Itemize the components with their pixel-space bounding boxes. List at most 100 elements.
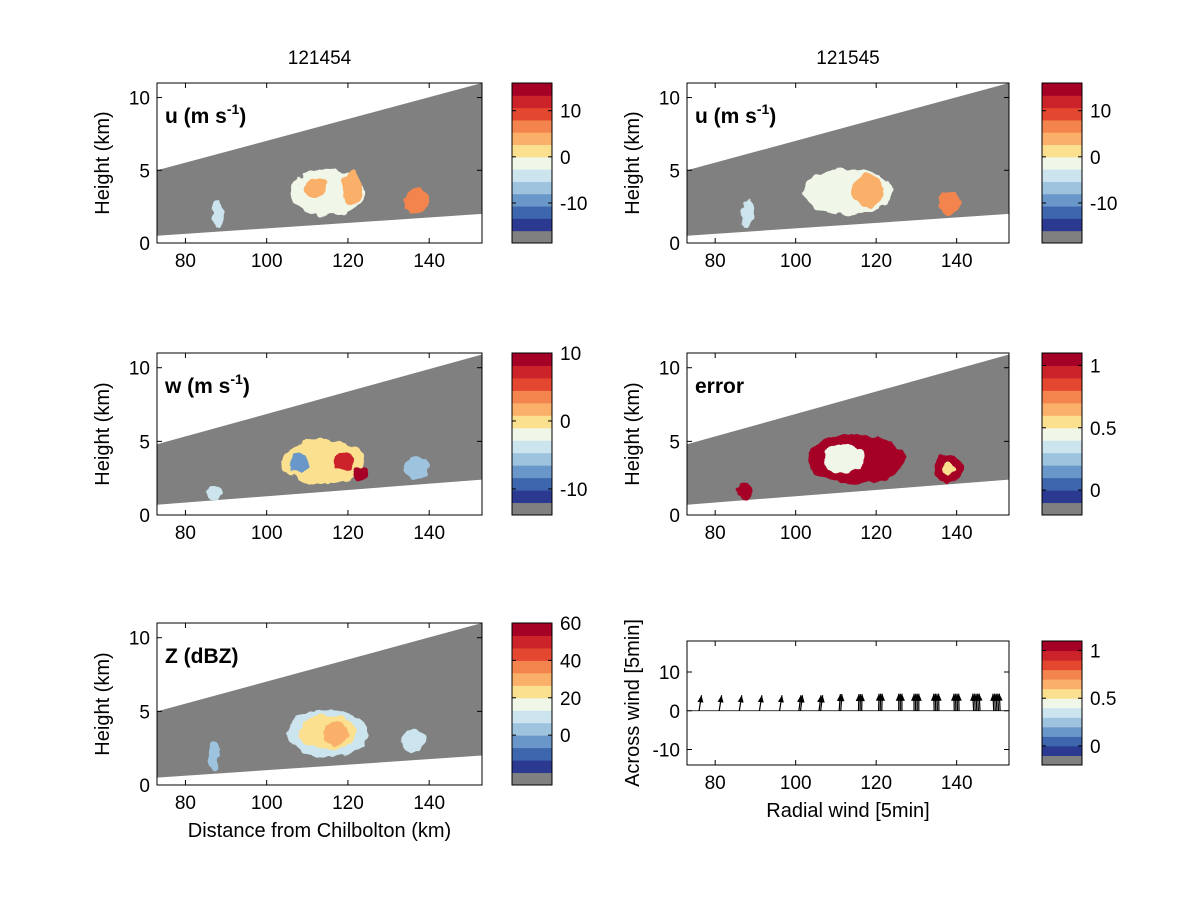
x-tick-label: 120 (332, 793, 364, 814)
colorbar: 10.50 (1041, 352, 1116, 516)
plot-area (157, 354, 482, 505)
colorbar-segment (1042, 415, 1082, 429)
echo-0 (741, 199, 754, 229)
y-tick-label: 10 (659, 663, 680, 684)
colorbar-segment (1042, 726, 1082, 737)
colorbar-segment (512, 672, 552, 686)
colorbar-segment (512, 107, 552, 121)
colorbar-tick-label: -10 (560, 480, 587, 501)
colorbar-segment (512, 402, 552, 416)
colorbar-tick-label: 0.5 (1090, 689, 1116, 710)
colorbar-segment (1042, 181, 1082, 195)
echo-4 (352, 466, 369, 482)
colorbar-segment (1042, 440, 1082, 454)
x-tick-label: 140 (413, 251, 445, 272)
x-tick-label: 100 (251, 251, 283, 272)
y-tick-label: 0 (139, 506, 150, 527)
colorbar-segment (512, 760, 552, 774)
colorbar-frame (1041, 352, 1083, 516)
plot-area (157, 83, 482, 236)
colorbar-segment (512, 477, 552, 491)
wind-arrow-2 (737, 695, 744, 711)
colorbar-segment (512, 490, 552, 504)
echo-2 (303, 179, 328, 197)
colorbar-segment (1042, 477, 1082, 491)
x-tick-label: 140 (941, 523, 973, 544)
colorbar-segment (512, 193, 552, 207)
x-tick-label: 100 (251, 793, 283, 814)
echo-0 (207, 740, 220, 771)
colorbar-segment (1042, 452, 1082, 466)
echo-4 (942, 463, 955, 476)
echo-3 (936, 190, 961, 214)
colorbar-tick-label: 60 (560, 614, 581, 635)
colorbar-frame (511, 622, 553, 786)
colorbar-segment (512, 83, 552, 96)
colorbar-segment (1042, 736, 1082, 747)
colorbar-frame (1041, 640, 1083, 766)
y-tick-label: 0 (139, 234, 150, 255)
echo-2 (289, 453, 310, 474)
colorbar-segment (512, 230, 552, 244)
radar-beam-wedge (687, 354, 1009, 505)
plot-area (687, 693, 1009, 712)
colorbar-segment (512, 156, 552, 170)
colorbar-segment (1042, 465, 1082, 479)
wind-arrow-10 (895, 693, 905, 711)
colorbar-tick-label: 0 (560, 726, 571, 747)
plot-area (687, 83, 1009, 236)
colorbar-segment (1042, 206, 1082, 219)
wind-arrow-7 (836, 694, 845, 711)
colorbar: 10 0 -10 (511, 344, 587, 516)
plot-area (687, 354, 1009, 505)
colorbar-segment (1042, 119, 1082, 133)
colorbar-segment (512, 119, 552, 133)
colorbar-segment (1042, 698, 1082, 709)
colorbar-segment (512, 218, 552, 232)
wind-arrow-1 (717, 695, 724, 711)
colorbar-segment (512, 390, 552, 404)
radar-beam-wedge (157, 83, 482, 236)
wind-arrow-12 (930, 693, 942, 711)
y-axis-label: Height (km) (92, 111, 114, 214)
wind-arrow-11 (911, 693, 922, 711)
x-tick-label: 100 (780, 773, 812, 794)
x-tick-label: 80 (705, 523, 726, 544)
axes-frame (156, 622, 483, 786)
colorbar: 10 0 -10 (511, 82, 587, 244)
y-axis-label: Across wind [5min] (622, 619, 644, 787)
colorbar-tick-label: 0 (1090, 481, 1101, 502)
y-tick-label: 10 (129, 629, 150, 650)
x-tick-label: 140 (413, 793, 445, 814)
colorbar-segment (512, 772, 552, 786)
colorbar-segment (512, 623, 552, 636)
colorbar-segment (1042, 156, 1082, 170)
colorbar-segment (512, 647, 552, 661)
colorbar-segment (1042, 669, 1082, 680)
colorbar-segment (1042, 377, 1082, 391)
axes-frame (686, 640, 1010, 766)
y-tick-label: 10 (129, 359, 150, 380)
colorbar-segment (512, 722, 552, 736)
echo-2 (852, 174, 885, 207)
y-tick-label: 0 (669, 702, 680, 723)
wind-arrow-4 (777, 695, 784, 711)
colorbar-segment (1042, 144, 1082, 158)
panel-annotation: u (m s-1) (165, 101, 246, 128)
x-tick-label: 140 (941, 773, 973, 794)
wind-arrow-8 (855, 694, 865, 711)
echo-4 (404, 187, 430, 214)
x-tick-label: 80 (175, 793, 196, 814)
y-tick-label: 0 (139, 776, 150, 797)
wind-arrow-0 (697, 695, 704, 711)
colorbar-tick-label: 0 (560, 412, 571, 433)
x-tick-label: 80 (705, 251, 726, 272)
colorbar-segment (512, 415, 552, 429)
colorbar-tick-label: 1 (1090, 642, 1101, 663)
y-axis-label: Height (km) (92, 652, 114, 755)
colorbar-segment (1042, 169, 1082, 182)
x-tick-label: 140 (941, 251, 973, 272)
